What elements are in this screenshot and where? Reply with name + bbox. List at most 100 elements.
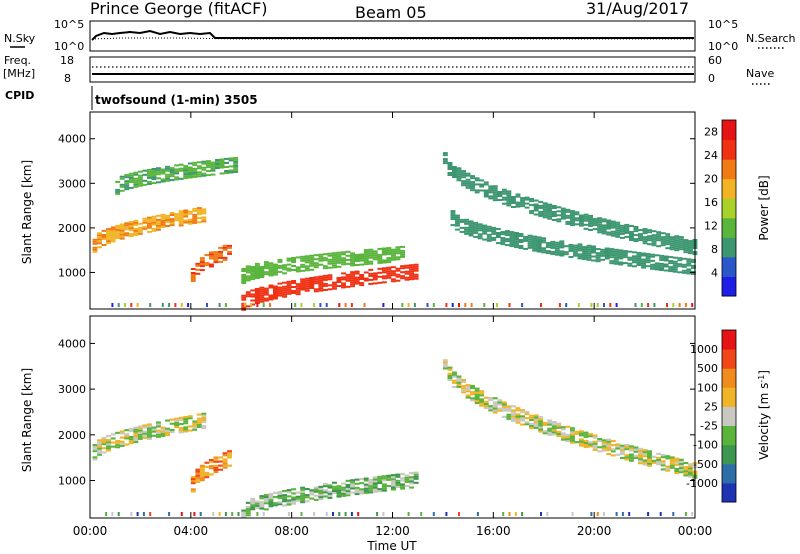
power-echo-cell [500, 237, 506, 240]
power-echo-cell [350, 277, 355, 280]
velocity-echo-cell [560, 426, 566, 429]
power-echo-cell [110, 228, 116, 231]
power-echo-cell [199, 261, 205, 264]
velocity-echo-cell [606, 440, 612, 443]
velocity-echo-cell [110, 437, 116, 440]
power-echo-cell [452, 176, 457, 178]
power-echo-cell [201, 218, 207, 221]
power-echo-cell [309, 256, 315, 259]
velocity-echo-cell [178, 423, 184, 426]
power-echo-cell [110, 238, 116, 241]
power-echo-cell [542, 208, 548, 211]
velocity-echo-cell [363, 477, 369, 480]
power-echo-cell [497, 191, 503, 193]
velocity-echo-cell [341, 482, 346, 485]
velocity-echo-cell [479, 394, 485, 397]
power-echo-cell [133, 177, 139, 180]
power-echo-cell [106, 232, 111, 235]
power-echo-cell [196, 161, 202, 164]
velocity-echo-cell [474, 389, 480, 392]
power-echo-cell [452, 172, 457, 174]
power-echo-cell [192, 161, 198, 164]
power-echo-cell [495, 232, 501, 234]
power-echo-cell [160, 178, 166, 181]
power-echo-cell [592, 222, 598, 225]
velocity-echo-cell [483, 407, 489, 410]
power-echo-cell [547, 213, 553, 216]
power-ground-scatter-cell [426, 303, 429, 307]
power-echo-cell [515, 205, 521, 208]
power-echo-cell [137, 222, 143, 225]
power-echo-cell [128, 176, 134, 179]
power-echo-cell [309, 279, 315, 281]
power-echo-cell [133, 183, 139, 186]
velocity-ground-scatter-cell [621, 512, 624, 516]
power-echo-cell [304, 255, 310, 258]
power-echo-cell [654, 268, 660, 271]
power-echo-cell [377, 247, 383, 250]
velocity-echo-cell [97, 439, 102, 442]
power-echo-cell [595, 258, 601, 261]
power-ground-scatter-cell [508, 303, 511, 307]
velocity-echo-cell [529, 418, 534, 421]
velocity-echo-cell [565, 433, 571, 436]
power-echo-cell [151, 172, 157, 174]
power-echo-cell [681, 263, 687, 266]
velocity-echo-cell [133, 441, 139, 444]
power-echo-cell [295, 266, 301, 269]
velocity-ground-scatter-cell [376, 512, 379, 516]
power-echo-cell [678, 236, 684, 239]
velocity-colorbar-label-main: Velocity [m s [757, 383, 771, 460]
velocity-echo-cell [363, 491, 369, 494]
velocity-echo-cell [674, 469, 680, 472]
power-echo-cell [160, 219, 166, 222]
velocity-echo-cell [400, 479, 405, 482]
power-echo-cell [638, 239, 643, 242]
nsearch-tick-top: 10^5 [708, 18, 738, 31]
power-echo-cell [322, 253, 328, 256]
velocity-x-tick-label: 16:00 [476, 524, 511, 538]
power-y-tick-label: 4000 [58, 133, 86, 146]
velocity-echo-cell [629, 447, 634, 450]
velocity-ground-scatter-cell [142, 512, 145, 516]
power-echo-cell [183, 215, 189, 218]
velocity-echo-cell [201, 425, 207, 428]
velocity-echo-cell [633, 448, 639, 451]
velocity-echo-cell [106, 435, 111, 438]
power-ground-scatter-cell [224, 303, 227, 307]
velocity-echo-cell [501, 401, 507, 404]
power-echo-cell [650, 263, 655, 266]
velocity-echo-cell [683, 474, 689, 477]
power-echo-cell [565, 220, 571, 223]
velocity-ground-scatter-cell [420, 512, 423, 516]
power-echo-cell [518, 239, 524, 241]
freq-units-label: [MHz] [3, 67, 35, 80]
power-echo-cell [636, 253, 642, 256]
power-echo-cell [665, 237, 671, 240]
power-echo-cell [218, 250, 223, 253]
power-ground-scatter-cell [684, 303, 687, 307]
power-echo-cell [550, 246, 556, 249]
velocity-ground-scatter-cell [476, 512, 479, 516]
velocity-echo-cell [642, 455, 648, 458]
power-echo-cell [504, 238, 510, 241]
velocity-echo-cell [327, 496, 333, 499]
velocity-echo-cell [209, 465, 214, 468]
power-echo-cell [386, 257, 392, 260]
power-echo-cell [381, 281, 387, 284]
power-echo-cell [665, 235, 671, 238]
power-echo-cell [250, 266, 256, 268]
power-echo-cell [381, 277, 387, 280]
power-echo-cell [219, 166, 225, 169]
power-echo-cell [318, 281, 324, 284]
power-echo-cell [464, 226, 469, 229]
power-echo-cell [169, 173, 175, 176]
power-echo-cell [609, 250, 615, 253]
velocity-echo-cell [245, 510, 251, 513]
power-echo-cell [632, 255, 637, 258]
velocity-echo-cell [511, 405, 516, 408]
velocity-echo-cell [683, 470, 689, 473]
velocity-echo-cell [533, 418, 539, 421]
power-echo-cell [509, 231, 515, 234]
power-echo-cell [128, 227, 134, 230]
